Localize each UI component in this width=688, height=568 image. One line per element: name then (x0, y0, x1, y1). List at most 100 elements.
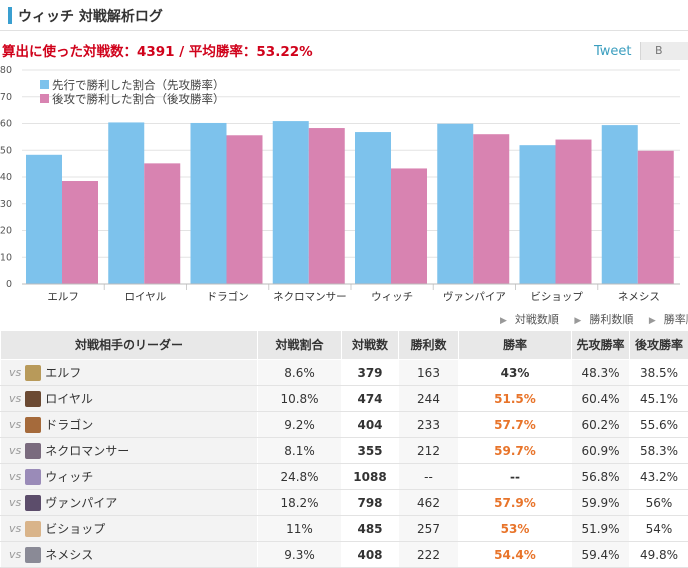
vs-label: vs (9, 522, 21, 535)
triangle-right-icon: ▶ (500, 316, 507, 326)
bar-second-rate (227, 135, 263, 284)
leader-avatar (25, 365, 41, 381)
leader-avatar (25, 495, 41, 511)
legend-label: 後攻で勝利した割合（後攻勝率） (52, 92, 225, 106)
share-cell: 11% (258, 516, 342, 542)
x-tick-label: ドラゴン (207, 290, 249, 303)
share-cell: 8.1% (258, 438, 342, 464)
leader-cell[interactable]: vs ネメシス (1, 542, 258, 568)
legend-label: 先行で勝利した割合（先攻勝率） (52, 78, 225, 92)
legend-swatch (40, 80, 49, 89)
wins-cell: -- (399, 464, 459, 490)
bookmark-button[interactable]: B (640, 42, 688, 60)
share-cell: 8.6% (258, 360, 342, 386)
games-cell: 408 (342, 542, 399, 568)
rate-cell: 59.7% (459, 438, 572, 464)
sort-by-rate[interactable]: ▶勝率順 (643, 313, 688, 326)
rate-cell: -- (459, 464, 572, 490)
page-title: ウィッチ 対戦解析ログ (18, 6, 163, 26)
share-cell: 9.2% (258, 412, 342, 438)
col-header-rate[interactable]: 勝率 (459, 331, 572, 360)
first-rate-cell: 51.9% (572, 516, 630, 542)
second-rate-cell: 55.6% (630, 412, 688, 438)
table-header-row: 対戦相手のリーダー 対戦割合 対戦数 勝利数 勝率 先攻勝率 後攻勝率 (1, 331, 688, 360)
leader-cell[interactable]: vs ドラゴン (1, 412, 258, 438)
games-cell: 474 (342, 386, 399, 412)
rate-value: 53% (501, 522, 530, 536)
leader-avatar (25, 521, 41, 537)
leader-avatar (25, 547, 41, 563)
first-rate-cell: 59.9% (572, 490, 630, 516)
sort-by-wins[interactable]: ▶勝利数順 (568, 313, 633, 326)
col-header-leader[interactable]: 対戦相手のリーダー (1, 331, 258, 360)
bar-first-rate (602, 125, 638, 284)
col-header-wins[interactable]: 勝利数 (399, 331, 459, 360)
triangle-right-icon: ▶ (649, 316, 656, 326)
bar-second-rate (62, 181, 98, 284)
vs-label: vs (9, 496, 21, 509)
first-rate-cell: 60.4% (572, 386, 630, 412)
y-tick-label: 30 (0, 199, 12, 210)
bar-first-rate (437, 124, 473, 284)
col-header-share[interactable]: 対戦割合 (258, 331, 342, 360)
first-rate-cell: 56.8% (572, 464, 630, 490)
y-tick-label: 40 (0, 172, 12, 183)
rate-value: 43% (501, 366, 530, 380)
bar-first-rate (26, 155, 62, 284)
first-rate-cell: 48.3% (572, 360, 630, 386)
legend-swatch (40, 94, 49, 103)
triangle-right-icon: ▶ (574, 316, 581, 326)
vs-label: vs (9, 548, 21, 561)
leader-name: ネメシス (45, 548, 93, 562)
vs-label: vs (9, 366, 21, 379)
rate-value: -- (510, 470, 520, 484)
col-header-games[interactable]: 対戦数 (342, 331, 399, 360)
wins-cell: 244 (399, 386, 459, 412)
rate-value: 59.7% (494, 444, 536, 458)
leader-name: ドラゴン (45, 418, 93, 432)
x-tick-label: ヴァンパイア (443, 290, 506, 303)
games-cell: 404 (342, 412, 399, 438)
second-rate-cell: 43.2% (630, 464, 688, 490)
bar-first-rate (191, 123, 227, 284)
wins-cell: 222 (399, 542, 459, 568)
bookmark-icon: B (655, 44, 663, 57)
y-tick-label: 10 (0, 252, 12, 263)
rate-cell: 57.9% (459, 490, 572, 516)
vs-label: vs (9, 470, 21, 483)
leader-cell[interactable]: vs ウィッチ (1, 464, 258, 490)
games-cell: 485 (342, 516, 399, 542)
rate-value: 51.5% (494, 392, 536, 406)
vs-label: vs (9, 418, 21, 431)
col-header-first-rate[interactable]: 先攻勝率 (572, 331, 630, 360)
rate-value: 57.7% (494, 418, 536, 432)
leader-avatar (25, 443, 41, 459)
col-header-second-rate[interactable]: 後攻勝率 (630, 331, 688, 360)
bar-first-rate (355, 132, 391, 284)
leader-avatar (25, 391, 41, 407)
wins-cell: 212 (399, 438, 459, 464)
games-cell: 379 (342, 360, 399, 386)
tweet-button[interactable]: Tweet (594, 44, 632, 59)
leader-name: エルフ (45, 366, 81, 380)
rate-cell: 54.4% (459, 542, 572, 568)
bar-second-rate (638, 151, 674, 284)
sort-by-games[interactable]: ▶対戦数順 (494, 313, 559, 326)
bar-first-rate (273, 121, 309, 284)
leader-avatar (25, 417, 41, 433)
matchup-table: 対戦相手のリーダー 対戦割合 対戦数 勝利数 勝率 先攻勝率 後攻勝率 vs エル… (0, 330, 688, 568)
leader-name: ウィッチ (45, 470, 93, 484)
leader-cell[interactable]: vs エルフ (1, 360, 258, 386)
wins-cell: 462 (399, 490, 459, 516)
leader-avatar (25, 469, 41, 485)
x-tick-label: ウィッチ (371, 291, 413, 303)
